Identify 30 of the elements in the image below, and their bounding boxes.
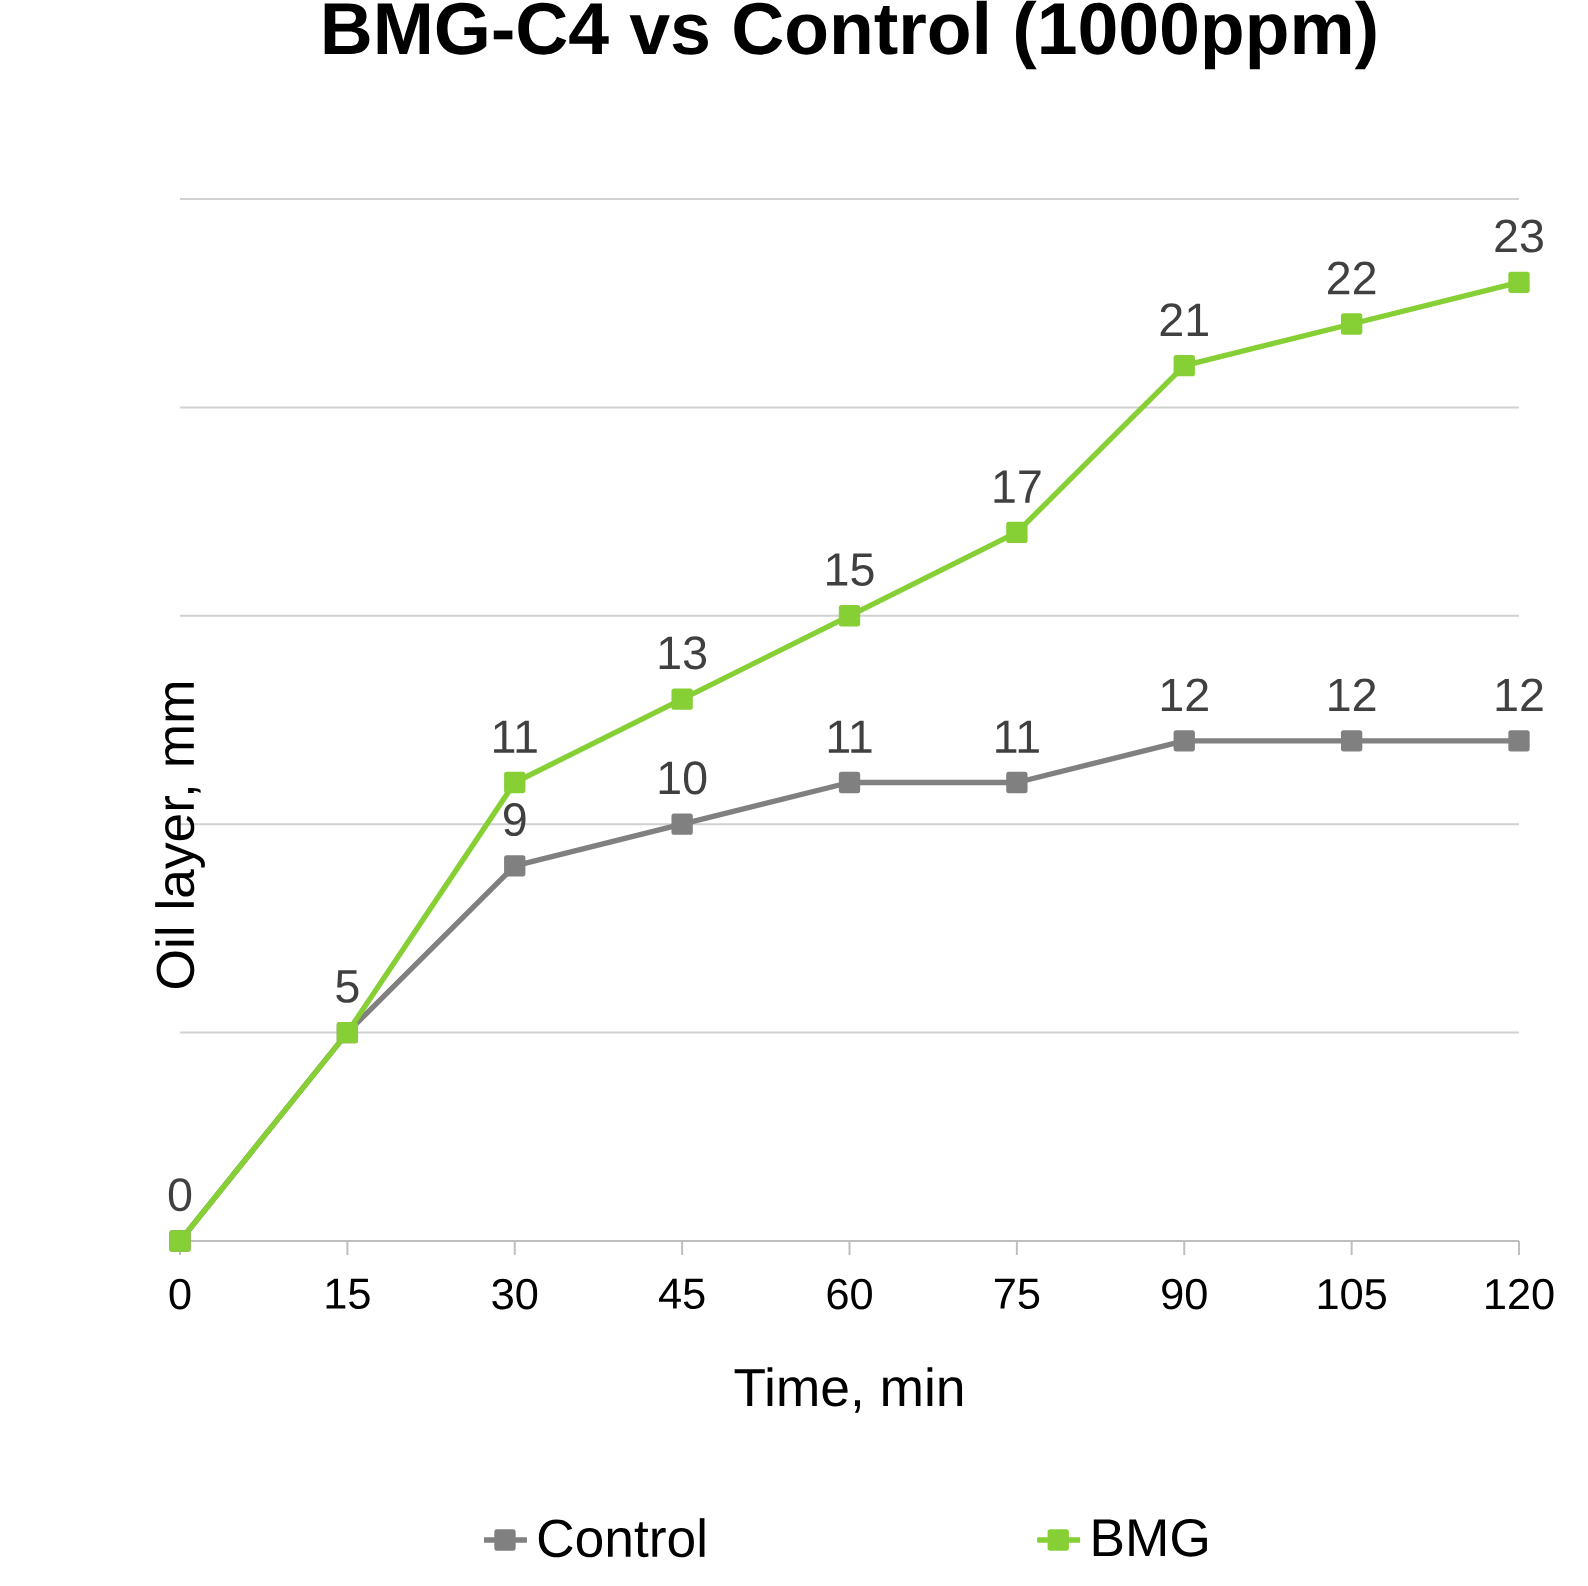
data-label: 23 [1495, 219, 1543, 253]
x-tick-label: 105 [1318, 1278, 1386, 1310]
chart-title: BMG-C4 vs Control (1000ppm) [324, 0, 1376, 70]
x-tick-label: 90 [1162, 1278, 1207, 1310]
data-label: 15 [827, 553, 874, 587]
y-axis-title: Oil layer, mm [155, 683, 205, 989]
data-label: 22 [1328, 261, 1376, 295]
data-label: 9 [503, 803, 526, 837]
data-label: 13 [659, 636, 707, 670]
data-label: 10 [659, 761, 707, 795]
data-label: 12 [1161, 678, 1208, 712]
data-label: 21 [1160, 303, 1208, 336]
legend-label: Control [538, 1518, 705, 1558]
data-label: 0 [168, 1178, 192, 1212]
data-label: 11 [996, 720, 1039, 753]
data-label: 11 [494, 720, 537, 753]
legend-label: BMG [1093, 1518, 1207, 1557]
x-tick-label: 45 [659, 1278, 705, 1309]
data-label: 5 [336, 970, 359, 1003]
data-label: 12 [1329, 678, 1376, 712]
data-label: 17 [994, 470, 1041, 503]
data-label: 11 [828, 720, 872, 753]
x-axis-title: Time, min [734, 1367, 963, 1413]
x-tick-label: 15 [326, 1278, 370, 1309]
data-label: 12 [1496, 678, 1543, 712]
x-tick-label: 30 [492, 1278, 538, 1310]
x-tick-label: 75 [995, 1278, 1040, 1309]
x-tick-label: 60 [827, 1278, 872, 1310]
x-tick-label: 120 [1486, 1278, 1554, 1310]
x-tick-label: 0 [169, 1278, 191, 1310]
